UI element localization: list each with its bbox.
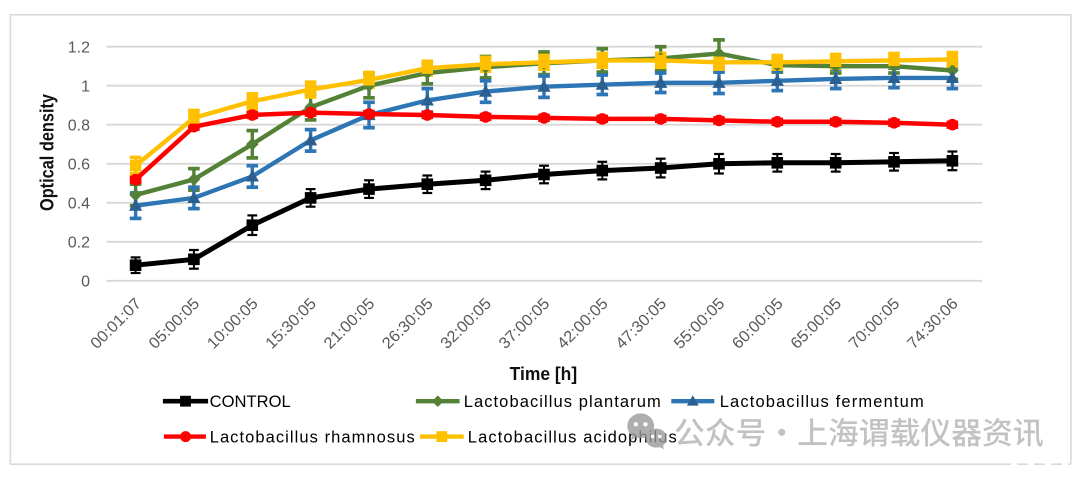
svg-text:0.4: 0.4 [68,195,90,212]
svg-text:1.2: 1.2 [68,39,90,56]
svg-text:Lactobacillus plantarum: Lactobacillus plantarum [464,393,661,411]
svg-text:0: 0 [81,273,90,290]
svg-text:Lactobacillus rhamnosus: Lactobacillus rhamnosus [210,429,415,447]
svg-text:Lactobacillus acidophilus: Lactobacillus acidophilus [468,429,677,447]
svg-text:Optical density: Optical density [37,94,59,211]
svg-text:CONTROL: CONTROL [210,393,291,411]
svg-text:1: 1 [81,78,90,95]
svg-text:0.6: 0.6 [68,156,90,173]
svg-text:Lactobacillus fermentum: Lactobacillus fermentum [720,393,924,411]
svg-text:Time [h]: Time [h] [510,364,578,384]
svg-text:0.2: 0.2 [68,234,90,251]
svg-text:0.8: 0.8 [68,117,90,134]
